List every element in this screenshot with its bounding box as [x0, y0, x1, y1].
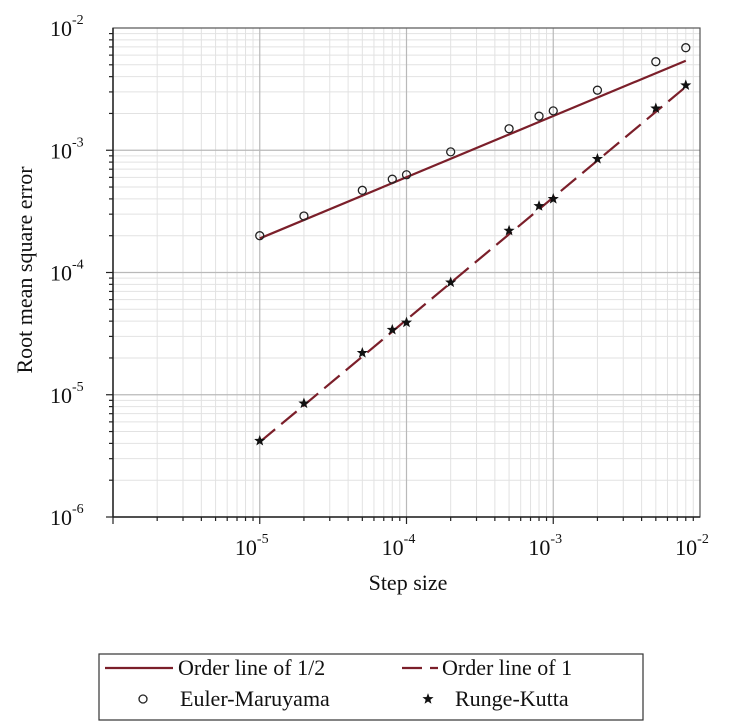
order-line-half — [259, 59, 687, 240]
runge-kutta-point — [254, 434, 266, 446]
euler-maruyama-point — [357, 185, 367, 195]
y-tick-labels: 10-610-510-410-310-2 — [50, 13, 84, 530]
euler-maruyama-point — [681, 43, 691, 53]
tick-exponent: -2 — [72, 13, 84, 28]
tick-base: 10 — [50, 261, 72, 286]
y-tick-label: 10-2 — [50, 13, 84, 41]
runge-kutta-point — [356, 347, 368, 358]
tick-exponent: -3 — [550, 532, 562, 547]
tick-exponent: -4 — [72, 258, 84, 273]
legend-label: Euler-Maruyama — [180, 686, 330, 711]
legend-box — [98, 653, 644, 721]
euler-maruyama-point — [548, 106, 558, 116]
tick-exponent: -4 — [404, 532, 416, 547]
legend-label: Order line of 1/2 — [178, 655, 325, 680]
tick-base: 10 — [50, 16, 72, 41]
x-axis-label: Step size — [369, 570, 448, 595]
tick-exponent: -3 — [72, 135, 84, 150]
tick-exponent: -2 — [697, 532, 709, 547]
tick-base: 10 — [235, 535, 257, 560]
tick-base: 10 — [528, 535, 550, 560]
series-layer — [254, 43, 692, 446]
legend-label: Runge-Kutta — [455, 686, 569, 711]
runge-kutta-point — [386, 323, 398, 335]
tick-exponent: -5 — [72, 380, 84, 395]
euler-maruyama-point — [504, 124, 514, 134]
runge-kutta-point — [547, 193, 559, 204]
euler-maruyama-point — [299, 211, 309, 221]
y-tick-label: 10-4 — [50, 258, 84, 286]
x-tick-label: 10-3 — [528, 532, 562, 560]
tick-base: 10 — [50, 138, 72, 163]
legend: Order line of 1/2 Order line of 1 Euler-Ma… — [98, 653, 644, 721]
runge-kutta-point — [680, 79, 692, 91]
y-tick-label: 10-3 — [50, 135, 84, 163]
euler-maruyama-point — [592, 85, 603, 95]
x-tick-label: 10-4 — [382, 532, 416, 560]
tick-base: 10 — [382, 535, 404, 560]
runge-kutta-point — [591, 153, 603, 164]
order-line-1 — [259, 86, 687, 443]
legend-symbol-circle — [138, 694, 148, 704]
x-tick-label: 10-2 — [675, 532, 709, 560]
euler-maruyama-point — [401, 170, 412, 180]
tick-base: 10 — [50, 505, 72, 530]
euler-maruyama-point — [387, 174, 397, 184]
euler-maruyama-point — [651, 57, 661, 67]
legend-label: Order line of 1 — [442, 655, 572, 680]
legend-symbol-star — [422, 693, 434, 704]
runge-kutta-point — [503, 224, 515, 236]
runge-kutta-point — [400, 316, 413, 328]
y-tick-label: 10-5 — [50, 380, 84, 408]
runge-kutta-point — [533, 200, 545, 211]
y-tick-label: 10-6 — [50, 502, 84, 530]
tick-exponent: -5 — [257, 532, 269, 547]
x-tick-labels: 10-5 10-4 10-3 10-2 — [235, 532, 709, 560]
tick-exponent: -6 — [72, 502, 84, 517]
euler-maruyama-point — [534, 111, 544, 121]
y-axis-label: Root mean square error — [12, 166, 37, 374]
tick-base: 10 — [675, 535, 697, 560]
runge-kutta-point — [445, 276, 457, 288]
euler-maruyama-point — [446, 147, 456, 157]
x-tick-label: 10-5 — [235, 532, 269, 560]
runge-kutta-point — [298, 397, 310, 409]
runge-kutta-point — [650, 102, 662, 114]
tick-base: 10 — [50, 383, 72, 408]
axes — [106, 28, 700, 524]
euler-maruyama-point — [255, 231, 265, 241]
